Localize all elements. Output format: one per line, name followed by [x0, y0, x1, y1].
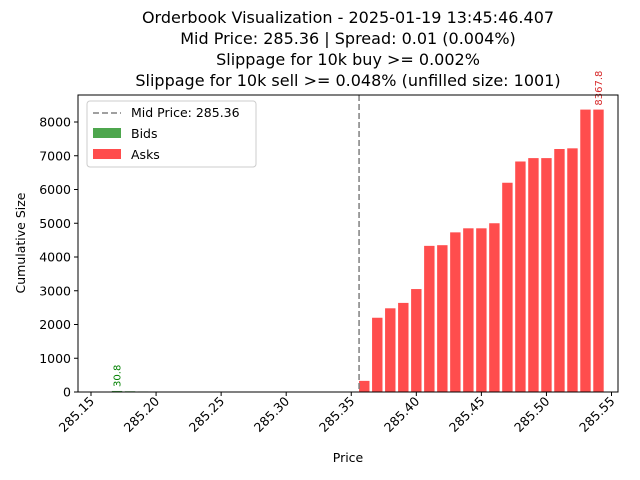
ask-bar: [567, 148, 578, 392]
x-tick-label: 285.20: [121, 393, 163, 435]
legend-asks-swatch: [93, 149, 121, 159]
y-tick-label: 8000: [39, 115, 71, 130]
ask-bar: [359, 380, 370, 392]
title-line-3: Slippage for 10k buy >= 0.002%: [216, 50, 480, 69]
ask-bar: [385, 308, 396, 392]
title-line-1: Orderbook Visualization - 2025-01-19 13:…: [142, 8, 554, 27]
ask-bar: [502, 182, 513, 392]
y-axis-label: Cumulative Size: [13, 192, 28, 293]
y-tick-label: 3000: [39, 283, 71, 298]
legend-bids-swatch: [93, 128, 121, 138]
ask-bar: [476, 228, 487, 392]
title-line-2: Mid Price: 285.36 | Spread: 0.01 (0.004%…: [180, 29, 516, 48]
legend-bids-label: Bids: [131, 126, 158, 141]
ask-bar: [554, 149, 565, 392]
y-axis-ticks: 0 1000 2000 3000 4000 5000 6000 7000 8000: [39, 115, 78, 400]
legend: Mid Price: 285.36 Bids Asks: [86, 100, 257, 168]
bids-annotation: 30.8: [113, 365, 124, 387]
x-tick-label: 285.25: [186, 394, 228, 436]
x-axis-ticks: 285.15 285.20 285.25 285.30 285.35 285.40 285.…: [56, 392, 618, 435]
y-tick-label: 0: [63, 385, 71, 400]
ask-bar: [463, 228, 474, 392]
y-tick-label: 2000: [39, 317, 71, 332]
y-tick-label: 1000: [39, 351, 71, 366]
ask-bar: [515, 161, 526, 392]
bar-annotations: 30.8 8367.8: [113, 71, 605, 387]
ask-bar: [398, 302, 409, 392]
legend-asks-label: Asks: [131, 147, 160, 162]
chart-title: Orderbook Visualization - 2025-01-19 13:…: [135, 8, 560, 90]
ask-bar: [411, 289, 422, 392]
x-tick-label: 285.40: [381, 393, 423, 435]
y-tick-label: 4000: [39, 250, 71, 265]
ask-bar: [580, 109, 591, 392]
x-tick-label: 285.55: [576, 394, 618, 436]
x-tick-label: 285.50: [511, 393, 553, 435]
ask-bar: [593, 109, 604, 392]
ask-bar: [372, 317, 383, 392]
ask-bar: [450, 232, 461, 392]
y-tick-label: 7000: [39, 148, 71, 163]
ask-bar: [528, 158, 539, 392]
ask-bar: [424, 245, 435, 392]
legend-box: [86, 100, 257, 168]
ask-bar: [437, 245, 448, 392]
legend-mid-label: Mid Price: 285.36: [131, 105, 240, 120]
bid-bar: [111, 390, 123, 392]
x-tick-label: 285.30: [251, 393, 293, 435]
asks-annotation: 8367.8: [594, 71, 605, 106]
ask-bar: [541, 158, 552, 392]
plot-frame: [77, 94, 619, 393]
y-tick-label: 6000: [39, 182, 71, 197]
x-tick-label: 285.15: [56, 394, 98, 436]
x-tick-label: 285.45: [446, 394, 488, 436]
ask-bar: [489, 223, 500, 392]
title-line-4: Slippage for 10k sell >= 0.048% (unfille…: [135, 71, 560, 90]
y-tick-label: 5000: [39, 216, 71, 231]
x-axis-label: Price: [333, 450, 364, 465]
x-tick-label: 285.35: [316, 394, 358, 436]
asks-bars: [359, 109, 604, 392]
